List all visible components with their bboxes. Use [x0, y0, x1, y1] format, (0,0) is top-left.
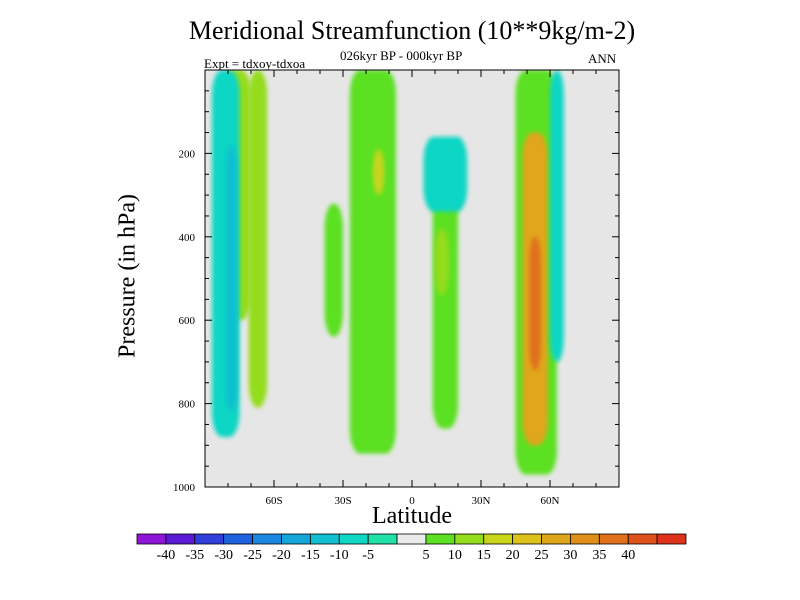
axes: 60S 30S 0 30N 60N 200 400 600 800 1000 — [173, 70, 619, 507]
contour-region-12 — [225, 145, 238, 412]
colorbar-label: -10 — [330, 548, 349, 563]
contour-region-7 — [435, 228, 449, 296]
colorbar-box — [656, 533, 687, 545]
contour-region-5 — [372, 149, 385, 196]
colorbar-label: 5 — [422, 548, 429, 563]
x-tick-label: 60S — [265, 495, 282, 507]
season-label: ANN — [588, 51, 617, 66]
contour-field — [211, 70, 564, 475]
x-tick-label: 0 — [409, 495, 415, 507]
colorbar-box — [281, 533, 311, 545]
colorbar-box — [367, 533, 398, 545]
contour-region-4 — [349, 70, 396, 454]
colorbar-label: -30 — [214, 548, 233, 563]
contour-region-6 — [432, 178, 458, 429]
x-tick-label: 30N — [472, 495, 491, 507]
colorbar-label: 10 — [448, 548, 462, 563]
colorbar-label: -5 — [362, 548, 374, 563]
x-axis-label: Latitude — [372, 503, 452, 529]
colorbar-box — [627, 533, 658, 545]
colorbar-box — [541, 533, 571, 545]
experiment-label: Expt = tdxoy-tdxoa — [204, 56, 306, 71]
colorbar-box — [512, 533, 542, 545]
colorbar-box — [252, 533, 282, 545]
colorbar-box — [396, 533, 427, 545]
colorbar-label: 30 — [563, 548, 577, 563]
colorbar-box — [194, 533, 225, 545]
contour-region-10 — [529, 236, 541, 371]
y-tick-label: 800 — [179, 399, 196, 411]
colorbar-box — [425, 533, 456, 545]
y-tick-label: 600 — [179, 315, 196, 327]
colorbar-box — [165, 533, 196, 545]
colorbar-box — [223, 533, 253, 545]
colorbar-label: 20 — [506, 548, 520, 563]
y-tick-label: 200 — [179, 148, 196, 160]
colorbar-label: -25 — [243, 548, 262, 563]
colorbar-label: -40 — [157, 548, 176, 563]
colorbar-label: -35 — [185, 548, 204, 563]
colorbar-label: -15 — [301, 548, 320, 563]
contour-region-3 — [324, 203, 343, 337]
contour-region-13 — [423, 136, 468, 212]
colorbar-label: 35 — [592, 548, 606, 563]
colorbar-box — [136, 533, 167, 545]
colorbar-label: 15 — [477, 548, 491, 563]
colorbar-box — [598, 533, 629, 545]
colorbar-box — [338, 533, 369, 545]
x-tick-label: 30S — [334, 495, 351, 507]
colorbar-box — [483, 533, 514, 545]
colorbar: -40 -35 -30 -25 -20 -15 -10 -5 5 10 15 20 25 30 35 40 — [136, 533, 687, 563]
contour-region-14 — [550, 70, 564, 362]
colorbar-box — [454, 533, 485, 545]
colorbar-label: 25 — [535, 548, 549, 563]
x-tick-label: 60N — [541, 495, 560, 507]
chart-subtitle: 026kyr BP - 000kyr BP — [340, 48, 463, 63]
chart-title: Meridional Streamfunction (10**9kg/m-2) — [188, 16, 636, 45]
colorbar-label: -20 — [272, 548, 291, 563]
colorbar-box — [309, 533, 340, 545]
colorbar-box — [570, 533, 600, 545]
y-tick-label: 1000 — [173, 482, 196, 494]
colorbar-label: 40 — [621, 548, 635, 563]
y-tick-label: 400 — [179, 232, 196, 244]
contour-region-2 — [248, 70, 268, 408]
